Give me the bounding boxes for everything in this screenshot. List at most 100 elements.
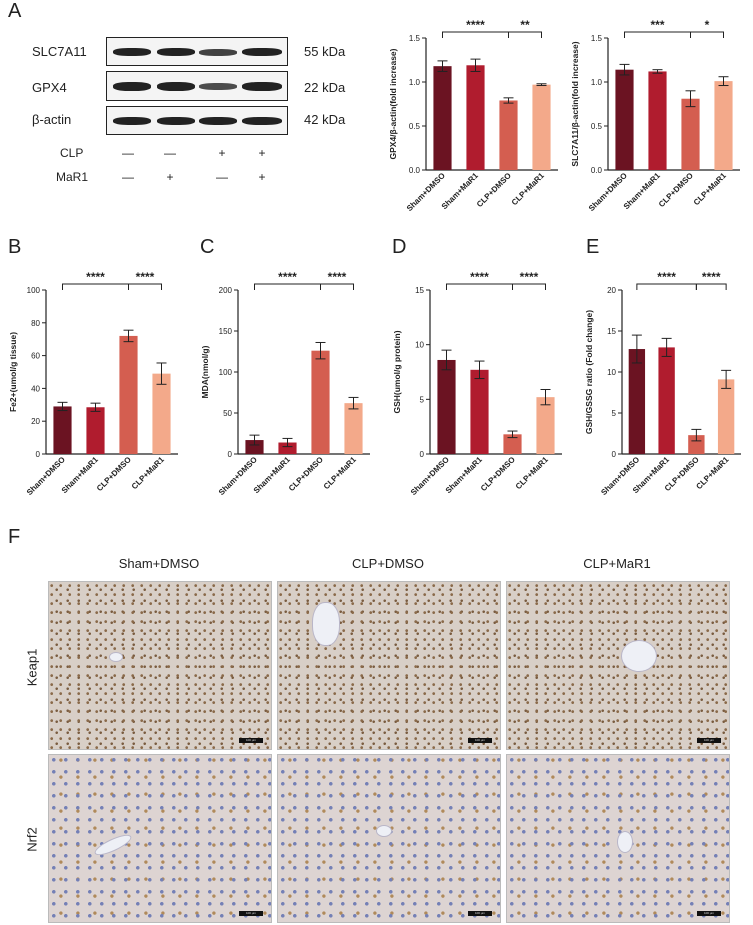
bar <box>466 65 485 170</box>
x-tick-label: CLP+DMSO <box>475 171 513 209</box>
bar <box>628 349 646 454</box>
y-axis-label: MDA(nmol/g) <box>200 345 210 398</box>
blot-size-slc7a11: 55 kDa <box>304 44 346 59</box>
bar <box>53 406 72 454</box>
blot-strip-slc7a11 <box>106 37 288 66</box>
scale-bar: 100 μm <box>697 738 721 743</box>
x-tick-label: CLP+MaR1 <box>514 455 550 491</box>
bar <box>714 81 733 170</box>
vessel <box>92 831 134 859</box>
y-tick-label: 1.5 <box>409 34 421 43</box>
histology-image-nrf2-sham-dmso: 100 μm <box>48 754 272 923</box>
band <box>242 117 282 125</box>
y-tick-label: 0.5 <box>591 122 603 131</box>
significance-bracket <box>512 283 546 290</box>
histology-column-title: CLP+DMSO <box>352 556 424 571</box>
y-axis-label: GSH/GSSG ratio (Fold change) <box>584 310 594 434</box>
histology-image-nrf2-clp-dmso: 100 μm <box>277 754 501 923</box>
bar <box>648 71 667 170</box>
y-tick-label: 0.0 <box>591 166 603 175</box>
condition-label-clp: CLP <box>60 146 84 160</box>
blot-size-gpx4: 22 kDa <box>304 80 346 95</box>
significance-label: **** <box>278 270 297 284</box>
bar <box>278 442 297 454</box>
vessel <box>376 825 392 837</box>
condition-sign: + <box>258 146 266 160</box>
y-tick-label: 100 <box>219 368 233 377</box>
x-tick-label: CLP+DMSO <box>657 171 695 209</box>
significance-bracket <box>320 283 354 290</box>
bar <box>536 397 555 454</box>
bar <box>615 69 634 170</box>
y-tick-label: 150 <box>219 327 233 336</box>
significance-bracket <box>446 283 513 290</box>
y-tick-label: 0.0 <box>409 166 421 175</box>
bar <box>311 350 330 454</box>
bar <box>152 373 171 454</box>
y-tick-label: 10 <box>415 341 424 350</box>
x-tick-label: CLP+DMSO <box>479 455 517 493</box>
significance-bracket <box>128 283 162 290</box>
histology-row-title-nrf2: Nrf2 <box>24 827 40 852</box>
chart-slc7a11: 0.0 0.5 1.0 1.5 SLC7A11/β-actin(fold increas… <box>570 18 740 213</box>
band <box>199 117 237 125</box>
significance-label: **** <box>702 270 721 284</box>
bar <box>499 100 518 170</box>
significance-label: ** <box>520 18 530 32</box>
bar <box>532 84 551 170</box>
y-axis-label: GSH(umol/g protein) <box>392 330 402 413</box>
significance-label: *** <box>650 18 664 32</box>
bar <box>681 98 700 170</box>
panel-letter-a: A <box>8 0 22 22</box>
significance-label: **** <box>470 270 489 284</box>
blot-label-gpx4: GPX4 <box>32 80 67 95</box>
panel-letter-c: C <box>200 236 215 258</box>
significance-label: **** <box>86 270 105 284</box>
y-tick-label: 60 <box>31 352 40 361</box>
histology-row-title-keap1: Keap1 <box>24 648 40 687</box>
condition-label-mar1: MaR1 <box>56 170 89 184</box>
x-tick-label: CLP+MaR1 <box>692 171 728 207</box>
histology-column-title: CLP+MaR1 <box>583 556 651 571</box>
significance-bracket <box>690 31 724 38</box>
scale-bar: 100 μm <box>468 911 492 916</box>
band <box>113 117 151 125</box>
blot-label-beta-actin: β-actin <box>32 112 72 127</box>
significance-label: **** <box>136 270 155 284</box>
bar <box>437 359 456 454</box>
y-axis-label: Fe2+(umol/g tissue) <box>8 332 18 412</box>
y-tick-label: 1.0 <box>591 78 603 87</box>
chart-mda: 050100150200MDA(nmol/g)Sham+DMSOSham+MaR… <box>200 270 370 497</box>
y-tick-label: 0 <box>612 450 617 459</box>
scale-bar: 100 μm <box>697 911 721 916</box>
significance-label: **** <box>520 270 539 284</box>
y-tick-label: 10 <box>607 368 616 377</box>
x-tick-label: CLP+MaR1 <box>694 455 730 491</box>
x-tick-label: CLP+DMSO <box>287 455 325 493</box>
y-tick-label: 0.5 <box>409 122 421 131</box>
blot-strip-beta-actin <box>106 106 288 135</box>
x-tick-label: CLP+DMSO <box>95 455 133 493</box>
band <box>199 49 237 56</box>
y-tick-label: 20 <box>31 417 40 426</box>
band <box>113 48 151 56</box>
histology-image-keap1-sham-dmso: 100 μm <box>48 581 272 750</box>
bar <box>688 435 705 454</box>
scale-bar: 100 μm <box>239 911 263 916</box>
band <box>199 83 237 90</box>
band <box>157 82 195 91</box>
scale-bar: 100 μm <box>239 738 263 743</box>
y-tick-label: 20 <box>607 286 616 295</box>
y-tick-label: 100 <box>27 286 41 295</box>
panel-letter-b: B <box>8 236 22 258</box>
significance-bracket <box>254 283 321 290</box>
y-tick-label: 15 <box>415 286 424 295</box>
significance-label: **** <box>466 18 485 32</box>
condition-sign: + <box>166 170 174 184</box>
x-tick-label: CLP+MaR1 <box>510 171 546 207</box>
bar <box>658 347 675 454</box>
vessel <box>312 602 340 646</box>
